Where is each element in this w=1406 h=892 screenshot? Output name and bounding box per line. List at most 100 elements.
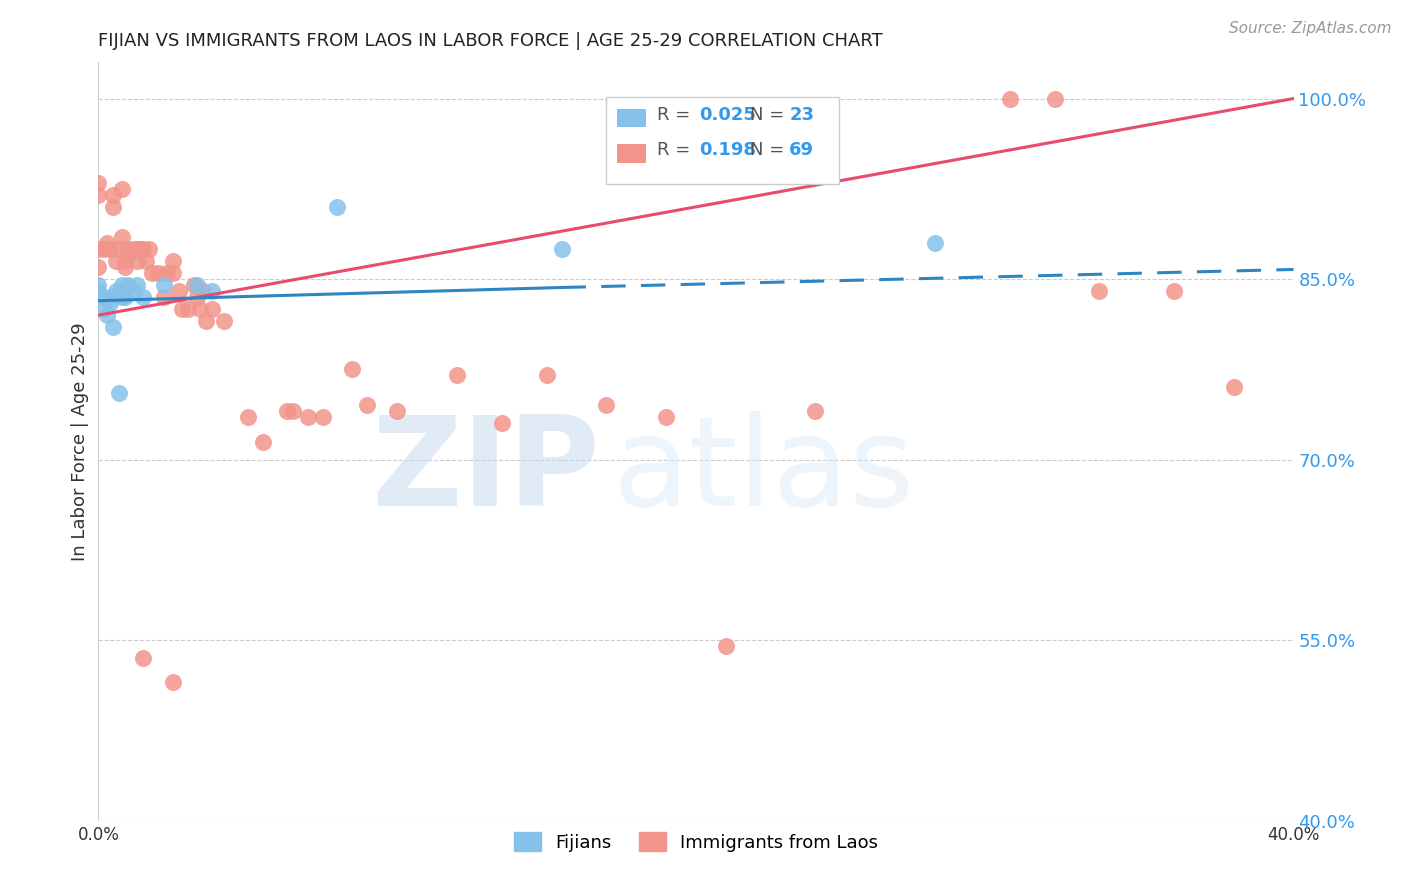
Point [311,410,333,425]
Point [87,242,110,256]
Point [804,404,827,418]
Point [195,314,218,328]
FancyBboxPatch shape [617,145,645,162]
Point [385,404,409,418]
Point [595,399,617,413]
Point [297,410,319,425]
Point [191,284,214,298]
Point [167,284,190,298]
Point [93,242,115,256]
Point [96,235,118,250]
Point [93,302,115,317]
Point [127,278,149,293]
Point [132,242,155,256]
Point [129,242,152,256]
Point [114,290,136,304]
Point [124,242,146,256]
Point [138,242,160,256]
Point [326,200,349,214]
FancyBboxPatch shape [606,96,839,184]
Text: Source: ZipAtlas.com: Source: ZipAtlas.com [1229,21,1392,36]
Point [281,404,304,418]
Point [108,242,131,256]
Text: FIJIAN VS IMMIGRANTS FROM LAOS IN LABOR FORCE | AGE 25-29 CORRELATION CHART: FIJIAN VS IMMIGRANTS FROM LAOS IN LABOR … [98,32,883,50]
Text: N =: N = [749,142,785,160]
Point [186,278,208,293]
Point [135,254,157,268]
Point [714,639,737,653]
Point [550,242,572,256]
Point [98,296,122,310]
Point [117,242,139,256]
Point [342,362,364,376]
Point [153,290,176,304]
Point [183,278,205,293]
Point [111,278,134,293]
Point [87,278,110,293]
Point [153,278,176,293]
Point [87,260,110,274]
FancyBboxPatch shape [617,109,645,127]
Point [356,399,378,413]
Point [491,417,513,431]
Y-axis label: In Labor Force | Age 25-29: In Labor Force | Age 25-29 [70,322,89,561]
Point [132,290,155,304]
Point [132,651,155,665]
Text: 69: 69 [789,142,814,160]
Text: atlas: atlas [613,411,914,533]
Point [114,254,136,268]
Point [87,176,110,190]
Point [103,290,125,304]
Point [141,266,163,280]
Point [924,235,946,250]
Point [162,266,184,280]
Point [186,290,208,304]
Point [1223,380,1246,394]
Point [1043,91,1066,105]
Point [172,302,194,317]
Point [111,182,134,196]
Point [111,230,134,244]
Point [201,284,224,298]
Point [156,266,179,280]
Text: 23: 23 [789,106,814,124]
Text: R =: R = [657,142,690,160]
Point [87,284,110,298]
Point [103,187,125,202]
Point [162,254,184,268]
Point [108,386,131,401]
Point [188,302,211,317]
Point [103,200,125,214]
Point [93,290,115,304]
Point [1088,284,1111,298]
Point [103,320,125,334]
Point [212,314,235,328]
Point [276,404,298,418]
Point [446,368,468,383]
Point [201,302,224,317]
Point [111,290,134,304]
Text: ZIP: ZIP [371,411,600,533]
Point [105,284,128,298]
Point [96,308,118,322]
Point [87,187,110,202]
Point [127,254,149,268]
Point [998,91,1021,105]
Point [177,302,200,317]
Point [655,410,678,425]
Point [148,266,170,280]
Text: 0.025: 0.025 [700,106,756,124]
Point [124,284,146,298]
Point [252,434,274,449]
Point [117,248,139,262]
Point [536,368,558,383]
Legend: Fijians, Immigrants from Laos: Fijians, Immigrants from Laos [509,827,883,857]
Point [98,242,122,256]
Point [117,278,139,293]
Text: R =: R = [657,106,690,124]
Text: 0.198: 0.198 [700,142,756,160]
Point [105,254,128,268]
Point [1163,284,1185,298]
Point [236,410,259,425]
Point [162,675,184,690]
